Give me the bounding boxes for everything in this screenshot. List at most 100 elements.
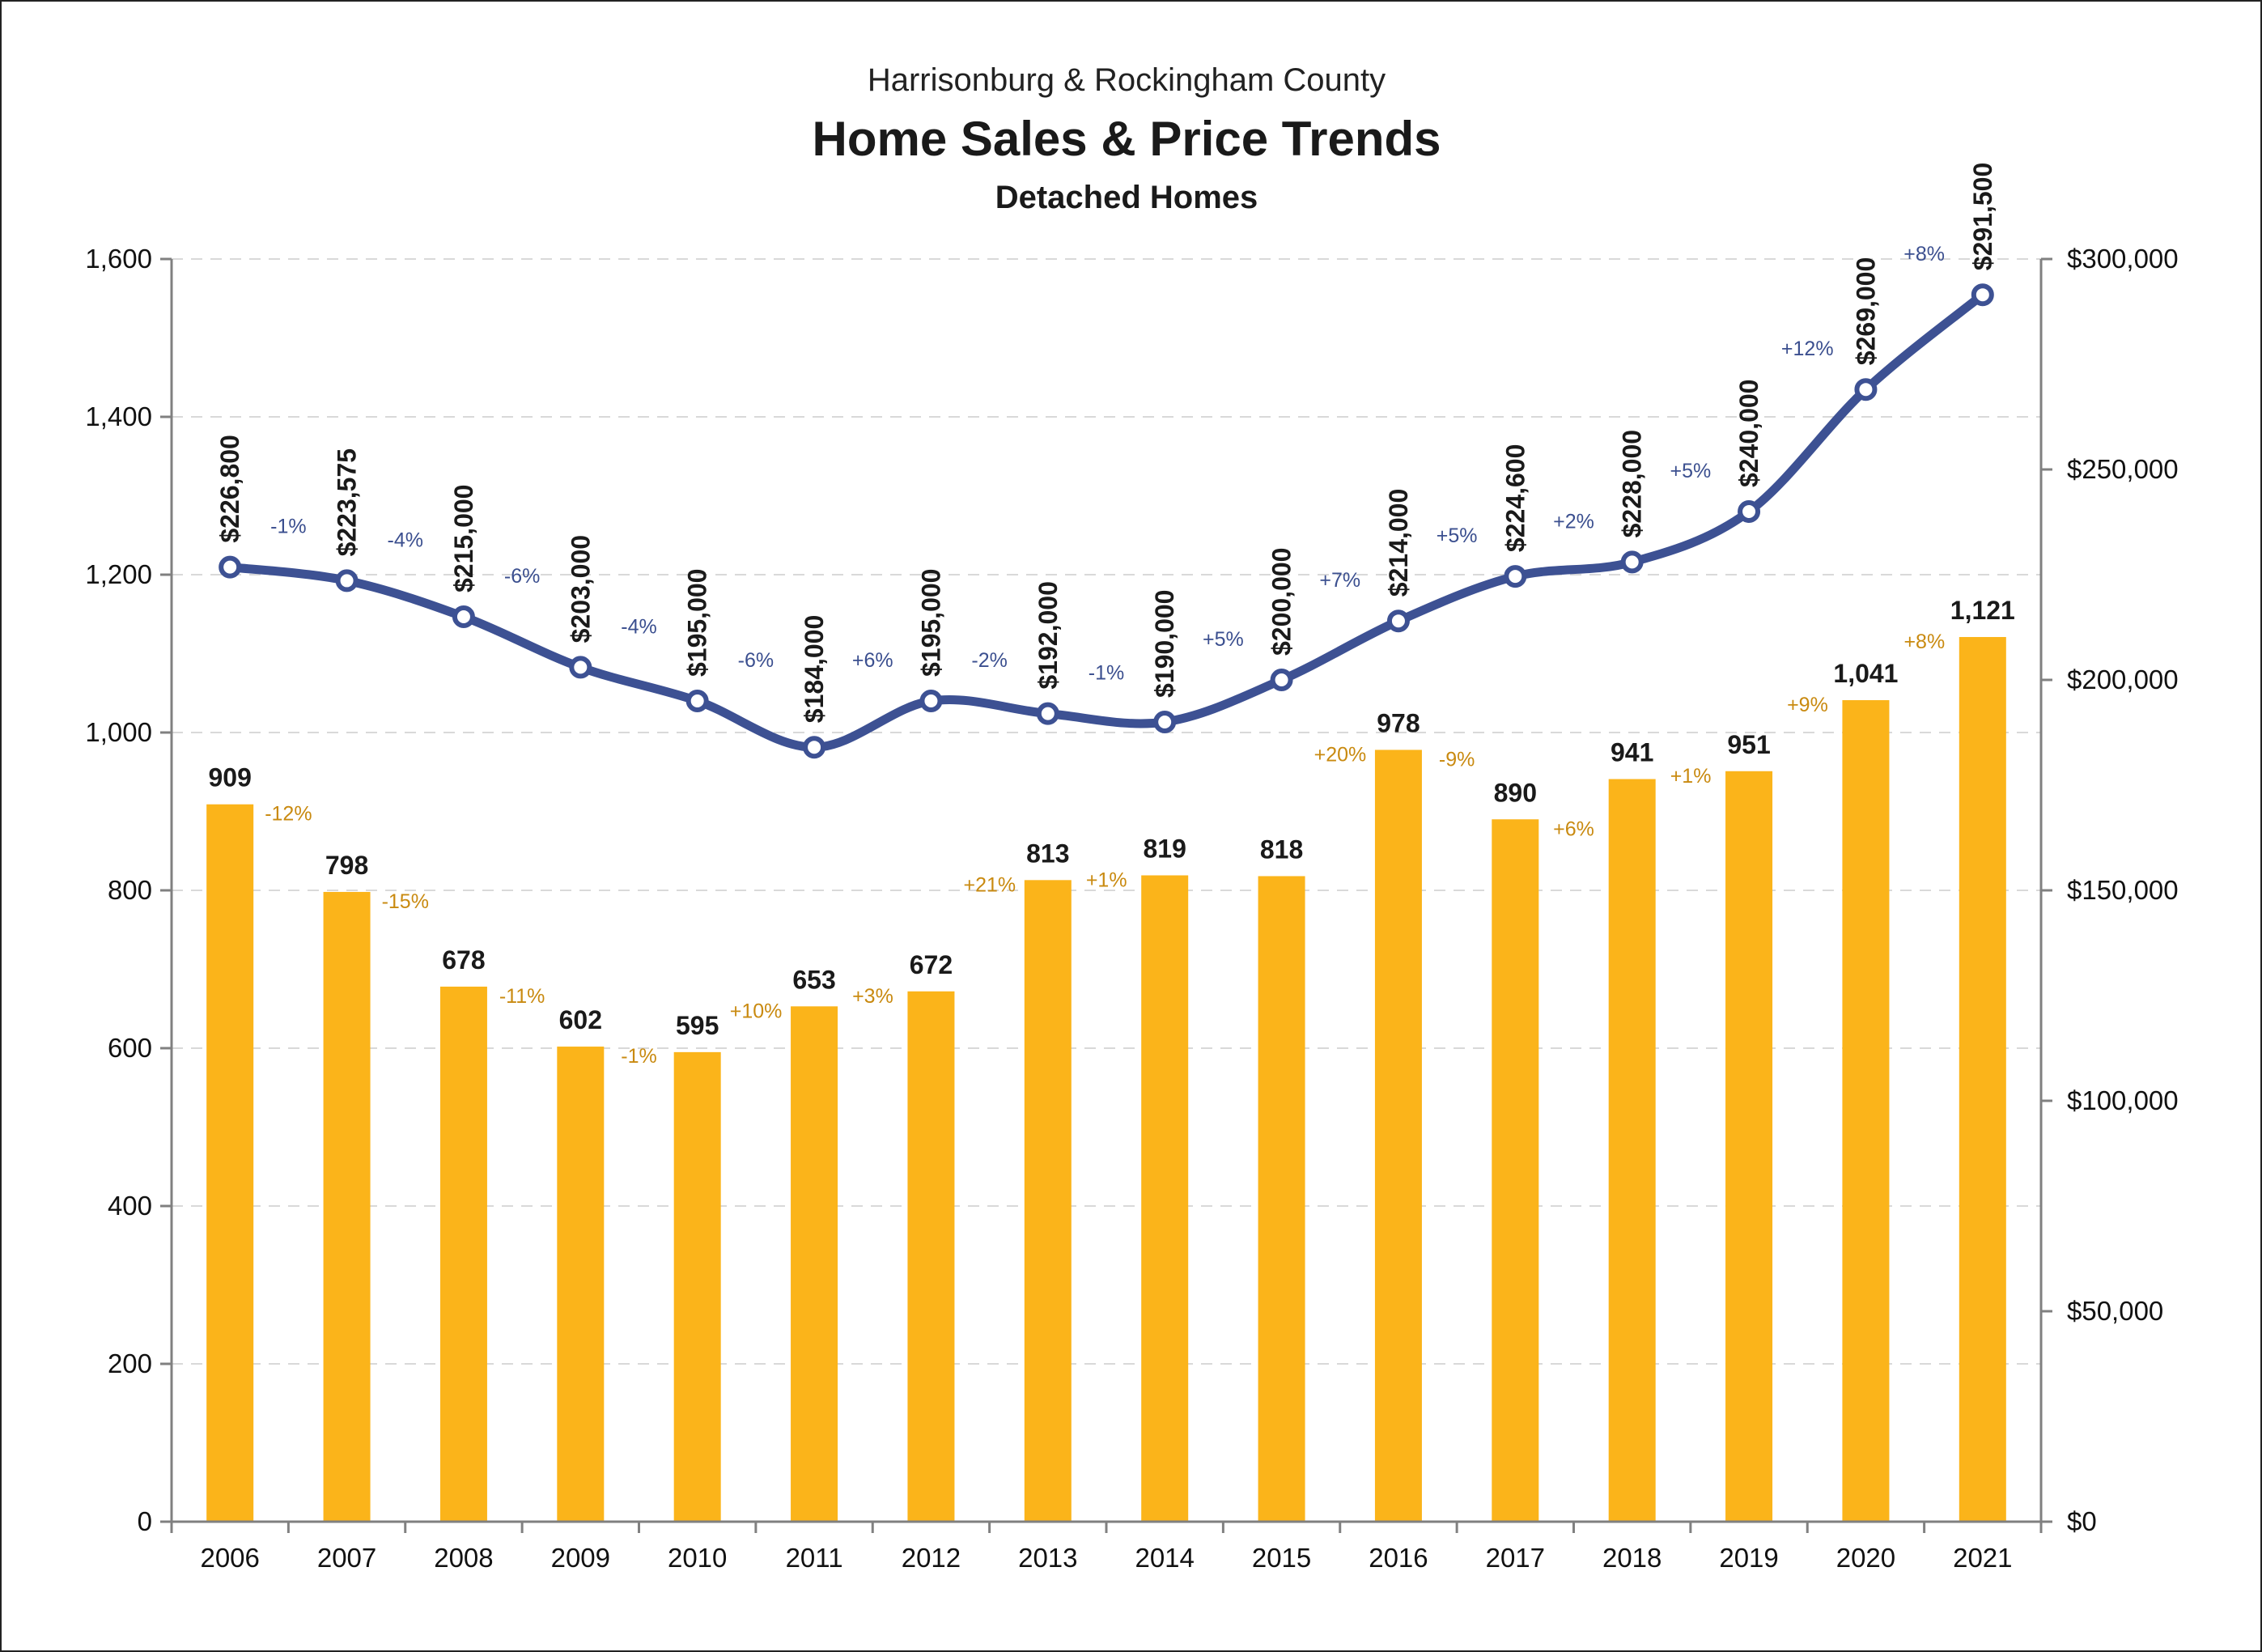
line-change-label: +5%: [1437, 524, 1478, 547]
line-point-2011: [803, 736, 826, 759]
line-value-label: $224,600: [1500, 444, 1530, 552]
bar-change-label: +21%: [963, 873, 1016, 896]
bar-value-label: 819: [1143, 834, 1186, 863]
bar-value-label: 909: [208, 763, 251, 792]
line-point-2008: [452, 605, 475, 628]
line-value-label: $223,575: [333, 448, 362, 556]
line-point-2014: [1153, 711, 1177, 733]
bar-2016: [1374, 750, 1422, 1522]
chart-supertitle: Harrisonburg & Rockingham County: [868, 62, 1386, 98]
data-labels: 909 798 678 602 595 653 672 813 819 818 978 890 941 9…: [208, 163, 2014, 1068]
bar-change-label: -12%: [265, 803, 312, 826]
bar-value-label: 595: [676, 1011, 719, 1040]
y-left-tick-label: 1,200: [85, 559, 152, 589]
bar-value-label: 818: [1260, 834, 1303, 864]
line-value-label: $200,000: [1267, 548, 1297, 656]
line-point-2019: [1738, 500, 1761, 523]
line-value-label: $214,000: [1384, 489, 1413, 597]
line-change-label: -4%: [621, 615, 656, 638]
line-value-label: $195,000: [916, 569, 945, 677]
x-tick-label: 2020: [1836, 1543, 1895, 1573]
line-value-label: $226,800: [215, 435, 244, 542]
bar-value-label: 813: [1026, 839, 1069, 868]
axes: 0 200 400 600 800 1,000 1,200 1,400 1,600 $0 $50,0…: [85, 244, 2178, 1573]
bar-2018: [1608, 779, 1656, 1522]
y-right-tick-label: $200,000: [2067, 665, 2179, 694]
x-tick-label: 2016: [1369, 1543, 1428, 1573]
line-change-label: +5%: [1670, 460, 1712, 482]
line-change-label: -1%: [270, 516, 306, 538]
bar-value-label: 978: [1377, 708, 1420, 737]
line-value-label: $228,000: [1618, 430, 1647, 537]
line-change-label: +5%: [1203, 628, 1244, 651]
bar-change-label: +6%: [1553, 818, 1594, 840]
line-change-label: -6%: [738, 649, 774, 672]
line-point-2007: [335, 569, 359, 592]
bar-2010: [673, 1051, 721, 1522]
line-value-label: $203,000: [566, 535, 595, 643]
bar-2020: [1842, 700, 1890, 1522]
line-point-2010: [685, 690, 709, 712]
bar-2012: [907, 991, 955, 1522]
bar-2014: [1141, 875, 1189, 1522]
bar-change-label: +1%: [1086, 868, 1127, 891]
bar-2006: [206, 804, 254, 1522]
line-value-label: $291,500: [1968, 163, 1997, 270]
bar-value-label: 672: [910, 950, 953, 979]
median-price-line: [225, 290, 1988, 752]
y-right-tick-label: $300,000: [2067, 244, 2179, 274]
line-value-label: $195,000: [683, 569, 712, 677]
line-change-label: +12%: [1781, 338, 1834, 360]
line-change-label: +7%: [1319, 569, 1360, 592]
y-left-tick-label: 1,400: [85, 401, 152, 431]
bar-2007: [323, 891, 371, 1522]
line-point-2009: [569, 656, 592, 679]
line-point-2015: [1270, 669, 1293, 691]
y-left-tick-label: 1,600: [85, 244, 152, 274]
line-point-2012: [919, 690, 943, 712]
bar-2021: [1959, 637, 2006, 1522]
line-value-label: $190,000: [1150, 590, 1179, 698]
y-left-tick-label: 800: [108, 875, 152, 905]
x-tick-label: 2013: [1018, 1543, 1077, 1573]
y-left-tick-label: 400: [108, 1191, 152, 1221]
bar-change-label: -11%: [499, 985, 545, 1008]
line-point-2013: [1036, 702, 1059, 725]
line-value-label: $192,000: [1033, 581, 1063, 689]
y-right-tick-label: $0: [2067, 1506, 2097, 1536]
line-value-label: $240,000: [1734, 380, 1763, 487]
x-tick-label: 2019: [1719, 1543, 1778, 1573]
x-tick-label: 2008: [434, 1543, 493, 1573]
y-left-tick-label: 0: [138, 1506, 152, 1536]
bar-2009: [557, 1047, 605, 1522]
line-point-2016: [1386, 609, 1410, 633]
bar-2015: [1258, 876, 1305, 1522]
line-change-label: -6%: [504, 565, 540, 588]
line-change-label: +6%: [852, 649, 893, 672]
bar-change-label: +9%: [1787, 694, 1828, 716]
x-tick-label: 2014: [1135, 1543, 1194, 1573]
bar-value-label: 1,041: [1833, 659, 1898, 688]
bar-value-label: 678: [442, 945, 485, 975]
line-point-2018: [1620, 550, 1644, 574]
x-tick-label: 2006: [200, 1543, 259, 1573]
line-point-2006: [219, 555, 242, 579]
x-tick-label: 2012: [902, 1543, 961, 1573]
bar-value-label: 941: [1611, 738, 1653, 767]
line-value-label: $269,000: [1851, 257, 1880, 365]
line-point-2021: [1971, 283, 1994, 307]
bar-change-label: +1%: [1670, 765, 1712, 788]
x-tick-label: 2011: [786, 1543, 843, 1573]
line-point-2017: [1504, 565, 1527, 588]
x-tick-label: 2009: [551, 1543, 610, 1573]
x-tick-label: 2018: [1602, 1543, 1661, 1573]
x-tick-label: 2010: [668, 1543, 727, 1573]
y-right-tick-label: $100,000: [2067, 1085, 2179, 1115]
line-value-label: $184,000: [800, 615, 829, 723]
bar-2008: [439, 986, 487, 1522]
chart-subtitle: Detached Homes: [995, 180, 1258, 215]
line-value-label: $215,000: [449, 485, 478, 592]
line-change-label: -2%: [971, 649, 1007, 672]
y-right-tick-label: $50,000: [2067, 1296, 2163, 1326]
